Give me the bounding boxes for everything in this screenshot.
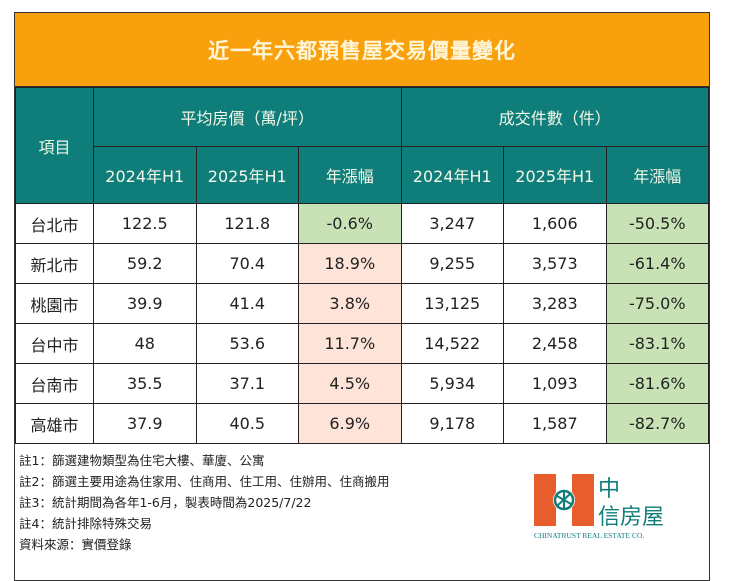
cell-c25: 2,458 xyxy=(503,323,607,364)
cell-pchg: 11.7% xyxy=(298,323,402,364)
cell-p24: 122.5 xyxy=(93,203,197,244)
cell-p25: 121.8 xyxy=(195,203,299,244)
cell-city: 台北市 xyxy=(15,203,94,244)
cell-p24: 59.2 xyxy=(93,243,197,284)
cell-p25: 37.1 xyxy=(195,363,299,404)
chinatrust-logo: 中 信房屋 CHINATRUST REAL ESTATE CO. xyxy=(534,472,679,542)
cell-p24: 35.5 xyxy=(93,363,197,404)
svg-text:中: 中 xyxy=(598,477,620,502)
table-title: 近一年六都預售屋交易價量變化 xyxy=(15,13,709,87)
cell-p25: 40.5 xyxy=(195,403,299,444)
footnotes: 註1：篩選建物類型為住宅大樓、華廈、公寓註2：篩選主要用途為住家用、住商用、住工… xyxy=(15,444,709,580)
cell-cchg: -81.6% xyxy=(605,363,709,404)
footnote: 註1：篩選建物類型為住宅大樓、華廈、公寓 xyxy=(19,453,265,468)
cell-cchg: -61.4% xyxy=(605,243,709,284)
footnote: 註3：統計期間為各年1-6月，製表時間為2025/7/22 xyxy=(19,495,312,510)
table-row: 桃園市 39.9 41.4 3.8% 13,125 3,283 -75.0% xyxy=(15,283,709,324)
data-table: 項目 平均房價（萬/坪） 成交件數（件） 2024年H1 2025年H1 年漲幅 20… xyxy=(15,87,709,444)
cell-c24: 9,178 xyxy=(400,403,504,444)
cell-p24: 37.9 xyxy=(93,403,197,444)
cell-c25: 3,283 xyxy=(503,283,607,324)
cell-pchg: 4.5% xyxy=(298,363,402,404)
cell-city: 台中市 xyxy=(15,323,94,364)
cell-c24: 14,522 xyxy=(400,323,504,364)
svg-text:信房屋: 信房屋 xyxy=(598,505,664,530)
cell-c24: 5,934 xyxy=(400,363,504,404)
header-col-0: 2024年H1 xyxy=(93,146,197,204)
header-col-3: 2024年H1 xyxy=(400,146,504,204)
cell-cchg: -82.7% xyxy=(605,403,709,444)
table-row: 台中市 48 53.6 11.7% 14,522 2,458 -83.1% xyxy=(15,323,709,364)
cell-cchg: -83.1% xyxy=(605,323,709,364)
header-item: 項目 xyxy=(15,87,94,204)
header-price-group: 平均房價（萬/坪） xyxy=(93,87,402,147)
cell-c25: 1,606 xyxy=(503,203,607,244)
price-volume-table-card: 近一年六都預售屋交易價量變化 項目 平均房價（萬/坪） 成交件數（件） 2024… xyxy=(14,12,710,581)
table-row: 台北市 122.5 121.8 -0.6% 3,247 1,606 -50.5% xyxy=(15,203,709,244)
cell-p24: 48 xyxy=(93,323,197,364)
cell-p25: 41.4 xyxy=(195,283,299,324)
cell-c25: 3,573 xyxy=(503,243,607,284)
cell-pchg: 6.9% xyxy=(298,403,402,444)
cell-c24: 3,247 xyxy=(400,203,504,244)
cell-c25: 1,093 xyxy=(503,363,607,404)
header-col-2: 年漲幅 xyxy=(298,146,402,204)
table-row: 高雄市 37.9 40.5 6.9% 9,178 1,587 -82.7% xyxy=(15,403,709,444)
cell-city: 新北市 xyxy=(15,243,94,284)
cell-p24: 39.9 xyxy=(93,283,197,324)
cell-p25: 70.4 xyxy=(195,243,299,284)
cell-city: 桃園市 xyxy=(15,283,94,324)
header-count-group: 成交件數（件） xyxy=(400,87,709,147)
header-col-4: 2025年H1 xyxy=(503,146,607,204)
header-col-5: 年漲幅 xyxy=(605,146,709,204)
cell-c25: 1,587 xyxy=(503,403,607,444)
cell-city: 台南市 xyxy=(15,363,94,404)
cell-c24: 9,255 xyxy=(400,243,504,284)
cell-cchg: -50.5% xyxy=(605,203,709,244)
cell-pchg: 18.9% xyxy=(298,243,402,284)
table-row: 台南市 35.5 37.1 4.5% 5,934 1,093 -81.6% xyxy=(15,363,709,404)
cell-city: 高雄市 xyxy=(15,403,94,444)
cell-pchg: -0.6% xyxy=(298,203,402,244)
svg-text:CHINATRUST REAL ESTATE CO.: CHINATRUST REAL ESTATE CO. xyxy=(534,531,644,540)
footnote: 註4：統計排除特殊交易 xyxy=(19,516,152,531)
cell-c24: 13,125 xyxy=(400,283,504,324)
cell-cchg: -75.0% xyxy=(605,283,709,324)
footnote: 註2：篩選主要用途為住家用、住商用、住工用、住辦用、住商搬用 xyxy=(19,474,390,489)
cell-p25: 53.6 xyxy=(195,323,299,364)
header-col-1: 2025年H1 xyxy=(195,146,299,204)
cell-pchg: 3.8% xyxy=(298,283,402,324)
table-row: 新北市 59.2 70.4 18.9% 9,255 3,573 -61.4% xyxy=(15,243,709,284)
